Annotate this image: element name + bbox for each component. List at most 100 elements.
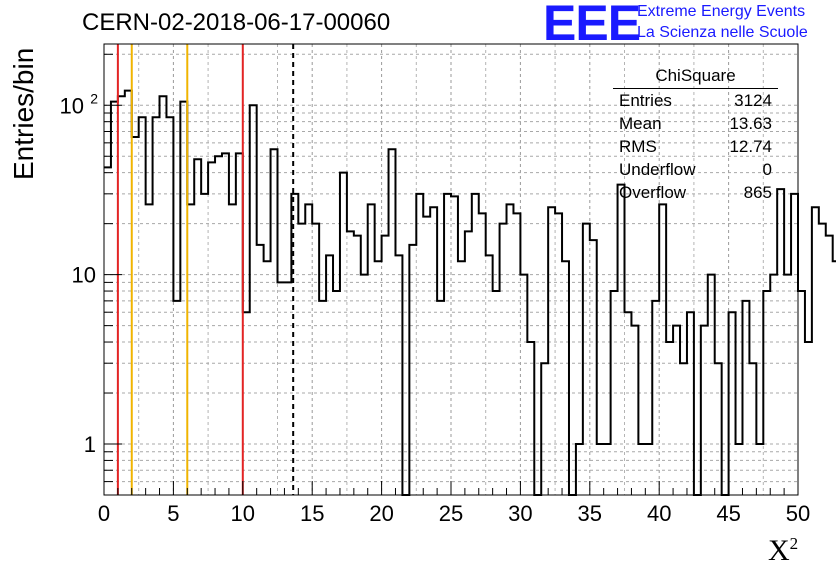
histogram-bin xyxy=(583,224,590,495)
histogram-bin xyxy=(638,444,645,495)
histogram-bin xyxy=(409,245,416,495)
stats-row: Mean 13.63 xyxy=(613,112,778,135)
histogram-bin xyxy=(139,117,146,495)
x-tick-label: 15 xyxy=(300,501,324,526)
histogram-bin xyxy=(361,275,368,495)
histogram-series xyxy=(104,89,836,496)
histogram-bin xyxy=(125,91,132,495)
histogram-bin xyxy=(347,231,354,495)
histogram-bin xyxy=(264,261,271,495)
histogram-bin xyxy=(166,117,173,495)
x-tick-label: 25 xyxy=(439,501,463,526)
histogram-bin xyxy=(173,301,180,495)
histogram-bin xyxy=(604,444,611,495)
histogram-bin xyxy=(319,301,326,495)
stats-row: RMS 12.74 xyxy=(613,135,778,158)
histogram-bin xyxy=(333,291,340,495)
histogram-bin xyxy=(736,444,743,495)
histogram-bin xyxy=(486,255,493,495)
histogram-bin xyxy=(208,162,215,495)
histogram-bin xyxy=(271,149,278,495)
histogram-bin xyxy=(160,96,167,495)
y-tick-label: 10 xyxy=(72,263,96,288)
chart-title: CERN-02-2018-06-17-00060 xyxy=(82,9,391,36)
histogram-bin xyxy=(812,207,819,495)
logo-subtitle-line1: Extreme Energy Events xyxy=(637,3,806,20)
histogram-bin xyxy=(215,156,222,495)
histogram-bin xyxy=(250,105,257,495)
histogram-bin xyxy=(465,231,472,495)
histogram-bin xyxy=(187,204,194,495)
histogram-bin xyxy=(340,173,347,495)
logo-subtitle-line2: La Scienza nelle Scuole xyxy=(637,24,808,41)
stats-value: 3124 xyxy=(734,91,772,110)
stats-label: Underflow xyxy=(619,160,696,179)
histogram-bin xyxy=(708,275,715,495)
histogram-bin xyxy=(382,236,389,495)
histogram-bin xyxy=(819,224,826,495)
stats-title: ChiSquare xyxy=(613,66,778,89)
stats-value: 13.63 xyxy=(729,114,772,133)
histogram-bin xyxy=(618,185,625,495)
x-tick-label: 40 xyxy=(647,501,671,526)
y-axis-label: Entries/bin xyxy=(8,47,39,180)
histogram-bin xyxy=(791,194,798,495)
histogram-bin xyxy=(298,224,305,495)
histogram-bin xyxy=(701,326,708,495)
histogram-bin xyxy=(118,96,125,495)
histogram-bin xyxy=(548,207,555,495)
histogram-bin xyxy=(770,275,777,495)
stats-row: Underflow 0 xyxy=(613,158,778,181)
histogram-bin xyxy=(104,167,111,495)
histogram-bin xyxy=(236,153,243,495)
histogram-bin xyxy=(111,102,118,495)
histogram-bin xyxy=(729,312,736,495)
stats-label: Overflow xyxy=(619,183,687,202)
histogram-bin xyxy=(763,291,770,495)
histogram-bin xyxy=(284,282,291,495)
histogram-bin xyxy=(784,275,791,495)
histogram-bin xyxy=(375,261,382,495)
histogram-bin xyxy=(257,245,264,495)
histogram-bin xyxy=(798,291,805,495)
histogram-bin xyxy=(652,301,659,495)
x-tick-label: 30 xyxy=(508,501,532,526)
y-tick-label-exponent: 2 xyxy=(90,90,98,106)
x-axis-label-superscript: 2 xyxy=(789,534,799,553)
x-tick-label: 20 xyxy=(369,501,393,526)
histogram-bin xyxy=(305,204,312,495)
histogram-bin xyxy=(368,204,375,495)
histogram-bin xyxy=(472,194,479,495)
stats-box: ChiSquare Entries 3124 Mean 13.63 RMS 12.74… xyxy=(613,66,778,204)
histogram-bin xyxy=(826,236,833,495)
histogram-bin xyxy=(513,213,520,495)
histogram-bin xyxy=(180,102,187,495)
histogram-bin xyxy=(312,224,319,495)
histogram-bin xyxy=(576,444,583,495)
histogram-bin xyxy=(493,291,500,495)
histogram-bin xyxy=(132,137,139,495)
histogram-bin xyxy=(416,194,423,495)
x-axis-label-text: X xyxy=(768,534,790,567)
histogram-bin xyxy=(520,275,527,495)
histogram-bin xyxy=(458,261,465,495)
histogram-bin xyxy=(243,312,250,495)
histogram-bin xyxy=(389,149,396,495)
histogram-bin xyxy=(625,312,632,495)
histogram-bin xyxy=(229,204,236,495)
stats-row: Entries 3124 xyxy=(613,89,778,112)
stats-label: RMS xyxy=(619,137,657,156)
histogram-bin xyxy=(680,363,687,495)
histogram-bin xyxy=(430,207,437,495)
histogram-bin xyxy=(527,342,534,495)
histogram-bin xyxy=(590,240,597,495)
histogram-bin xyxy=(222,153,229,495)
x-tick-label: 0 xyxy=(98,501,110,526)
histogram-bin xyxy=(666,342,673,495)
histogram-bin xyxy=(742,301,749,495)
histogram-bin xyxy=(423,217,430,495)
x-tick-label: 45 xyxy=(716,501,740,526)
histogram-bin xyxy=(659,204,666,495)
histogram-bin xyxy=(146,204,153,495)
